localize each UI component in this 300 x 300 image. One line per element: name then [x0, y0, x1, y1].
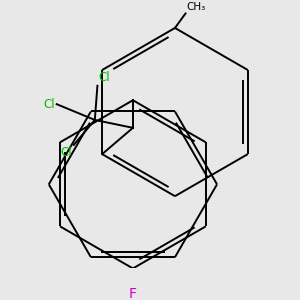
- Text: Cl: Cl: [61, 146, 73, 159]
- Text: CH₃: CH₃: [187, 2, 206, 12]
- Text: Cl: Cl: [99, 71, 110, 85]
- Text: Cl: Cl: [44, 98, 56, 111]
- Text: F: F: [129, 287, 137, 300]
